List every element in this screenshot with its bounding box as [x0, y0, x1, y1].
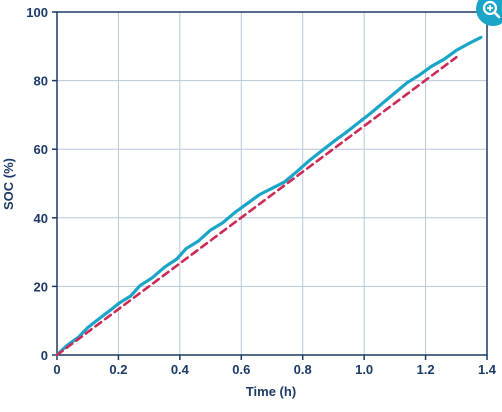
x-tick-label: 1.0	[355, 362, 373, 377]
tick-labels: 0 0.2 0.4 0.6 0.8 1.0 1.2 1.4 0 20 40 60 80 100	[26, 5, 497, 377]
y-tick-label: 40	[34, 211, 48, 226]
zoom-button[interactable]	[476, 0, 502, 26]
x-tick-label: 0.4	[171, 362, 190, 377]
axes	[52, 11, 488, 360]
y-tick-label: 0	[41, 348, 48, 363]
x-tick-label: 1.2	[417, 362, 435, 377]
x-tick-label: 0	[53, 362, 60, 377]
y-tick-label: 100	[26, 5, 48, 20]
magnifier-plus-icon	[476, 0, 502, 26]
y-tick-label: 20	[34, 279, 48, 294]
series-layer	[55, 35, 483, 357]
y-axis-title: SOC (%)	[1, 158, 16, 210]
y-tick-label: 60	[34, 142, 48, 157]
series-line-dashed	[55, 56, 458, 357]
x-axis-title: Time (h)	[246, 384, 296, 399]
x-tick-label: 0.8	[294, 362, 312, 377]
x-tick-label: 1.4	[478, 362, 497, 377]
y-tick-label: 80	[34, 74, 48, 89]
plot-frame	[56, 11, 488, 356]
x-tick-label: 0.2	[109, 362, 127, 377]
x-tick-label: 0.6	[232, 362, 250, 377]
series-line-solid	[55, 35, 483, 357]
